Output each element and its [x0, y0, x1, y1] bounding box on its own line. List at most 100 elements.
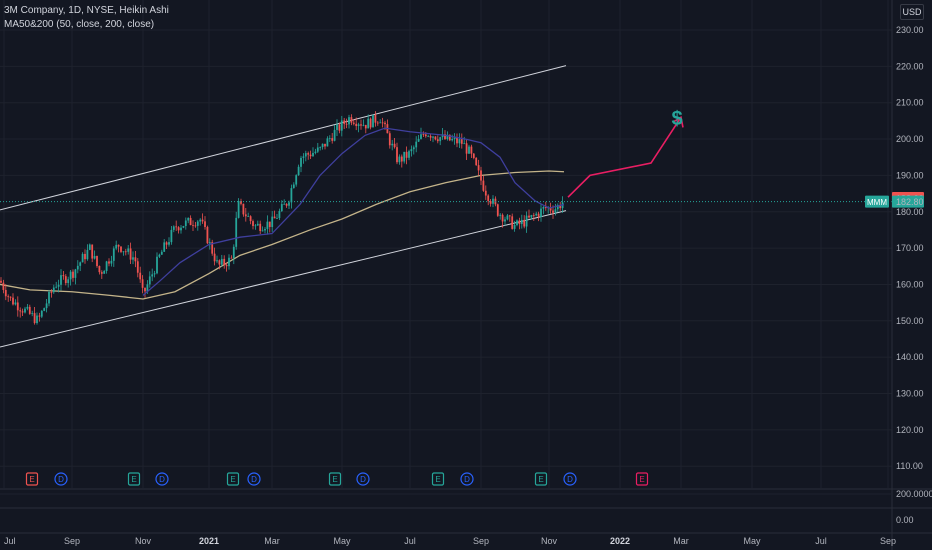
candle [288, 202, 290, 206]
price-tick-label: 230.00 [896, 25, 924, 35]
candle [297, 166, 300, 176]
candle [518, 220, 521, 225]
candle [525, 215, 528, 227]
candle [511, 216, 514, 229]
candle [276, 218, 278, 219]
candle [261, 230, 264, 232]
candle [336, 124, 338, 130]
candle [115, 244, 118, 249]
candle [333, 129, 336, 141]
price-tick-label: 110.00 [896, 461, 923, 471]
candle [343, 120, 346, 124]
candle [237, 201, 240, 218]
candle [120, 246, 122, 252]
price-tick-label: 130.00 [896, 389, 924, 399]
projection-path [567, 116, 682, 198]
event-marker-label: E [435, 475, 440, 484]
candle [129, 248, 132, 260]
candle [240, 201, 242, 204]
time-tick-label: Sep [64, 536, 80, 546]
candle [544, 207, 547, 209]
candle [360, 124, 362, 126]
candle [259, 223, 262, 231]
candle [52, 287, 55, 293]
indicator-title[interactable]: MA50&200 (50, close, 200, close) [4, 19, 155, 30]
earnings-marker [635, 472, 649, 486]
candle [211, 242, 214, 254]
dividend-marker [563, 472, 577, 486]
ma200-line [0, 170, 565, 300]
indicator-pane: 200.0000 0.00 [0, 488, 932, 525]
currency-button[interactable]: USD [900, 4, 924, 20]
earnings-marker [226, 472, 240, 486]
time-tick-label: May [333, 536, 351, 546]
candle [264, 228, 266, 231]
candle [355, 123, 358, 127]
candle [112, 248, 115, 261]
candle [36, 315, 38, 324]
candle [232, 246, 235, 259]
candle [422, 134, 425, 136]
candle [472, 153, 475, 158]
time-tick-label: May [743, 536, 761, 546]
candle [523, 219, 526, 227]
candle [321, 143, 324, 148]
candle [499, 214, 502, 216]
candle [136, 261, 139, 273]
candle [348, 117, 350, 125]
candle [530, 215, 533, 218]
ma50-line-path [142, 127, 565, 296]
projection-arrow: $ [567, 108, 684, 198]
symbol-tag [865, 195, 889, 208]
candle [230, 257, 233, 259]
candle [57, 284, 60, 287]
candle [554, 209, 557, 213]
dividend-marker [356, 472, 370, 486]
price-axis[interactable]: 230.00 220.00 210.00 200.00 190.00 180.00 170.… [891, 0, 924, 550]
candle [158, 254, 161, 257]
candle [508, 215, 511, 217]
candle [55, 286, 58, 288]
candle [247, 216, 250, 218]
candle [444, 134, 446, 140]
candle [278, 211, 281, 219]
time-axis[interactable]: Jul Sep Nov 2021 Mar May Jul Sep Nov 2022 Mar May Ju… [0, 532, 932, 546]
candle [484, 190, 487, 196]
candle [273, 216, 276, 219]
candle [408, 151, 410, 158]
candle [396, 147, 398, 163]
price-tick-label: 200.00 [896, 134, 924, 144]
candle [16, 302, 19, 311]
candle [535, 213, 538, 216]
candle [184, 220, 187, 227]
candle [153, 273, 156, 275]
candle [489, 201, 492, 204]
event-marker-label: E [538, 475, 543, 484]
symbol-title[interactable]: 3M Company, 1D, NYSE, Heikin Ashi [4, 5, 169, 16]
candle [103, 270, 106, 274]
candle [33, 313, 36, 324]
candle [177, 227, 180, 231]
candle [513, 225, 516, 229]
candle [64, 276, 67, 284]
earnings-marker [25, 472, 39, 486]
candle [412, 147, 415, 150]
dividend-marker [460, 472, 474, 486]
candle [314, 151, 317, 153]
candle [72, 271, 74, 278]
candle [345, 123, 348, 125]
candle [487, 195, 490, 202]
event-marker-label: D [159, 475, 165, 484]
candle [225, 264, 228, 267]
candle [434, 136, 437, 140]
candle [79, 262, 82, 266]
candle [139, 272, 142, 280]
earnings-marker [431, 472, 445, 486]
candle [194, 225, 197, 227]
dividend-marker [54, 472, 68, 486]
candle [148, 276, 151, 285]
candle [100, 272, 103, 274]
candle [216, 260, 218, 262]
